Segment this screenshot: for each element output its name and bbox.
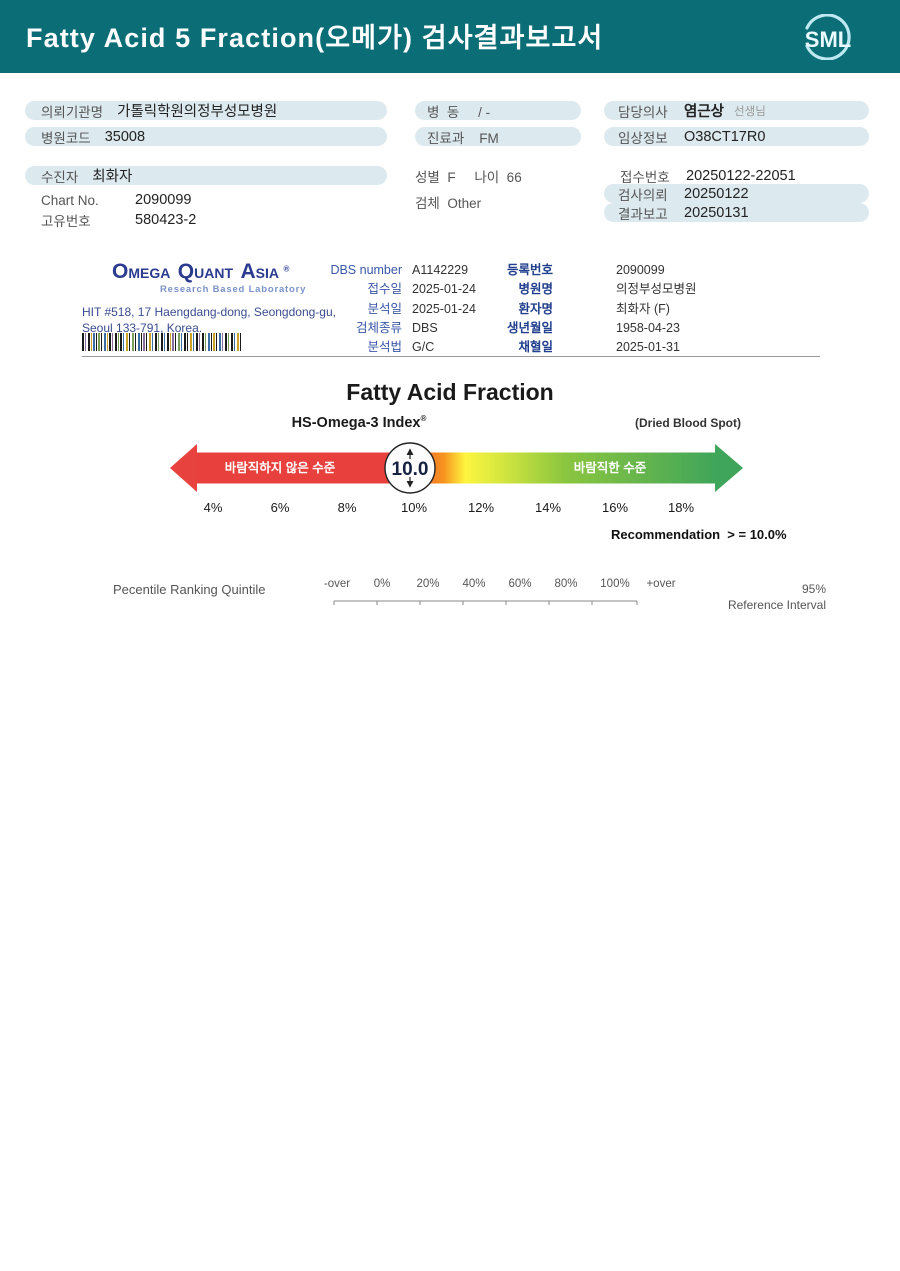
svg-text:0%: 0% bbox=[374, 578, 391, 590]
svg-text:20%: 20% bbox=[416, 578, 439, 590]
svg-text:40%: 40% bbox=[462, 578, 485, 590]
svg-text:100%: 100% bbox=[600, 578, 629, 590]
svg-text:-over: -over bbox=[324, 578, 350, 590]
svg-text:80%: 80% bbox=[554, 578, 577, 590]
svg-text:+over: +over bbox=[646, 578, 675, 590]
svg-text:60%: 60% bbox=[508, 578, 531, 590]
